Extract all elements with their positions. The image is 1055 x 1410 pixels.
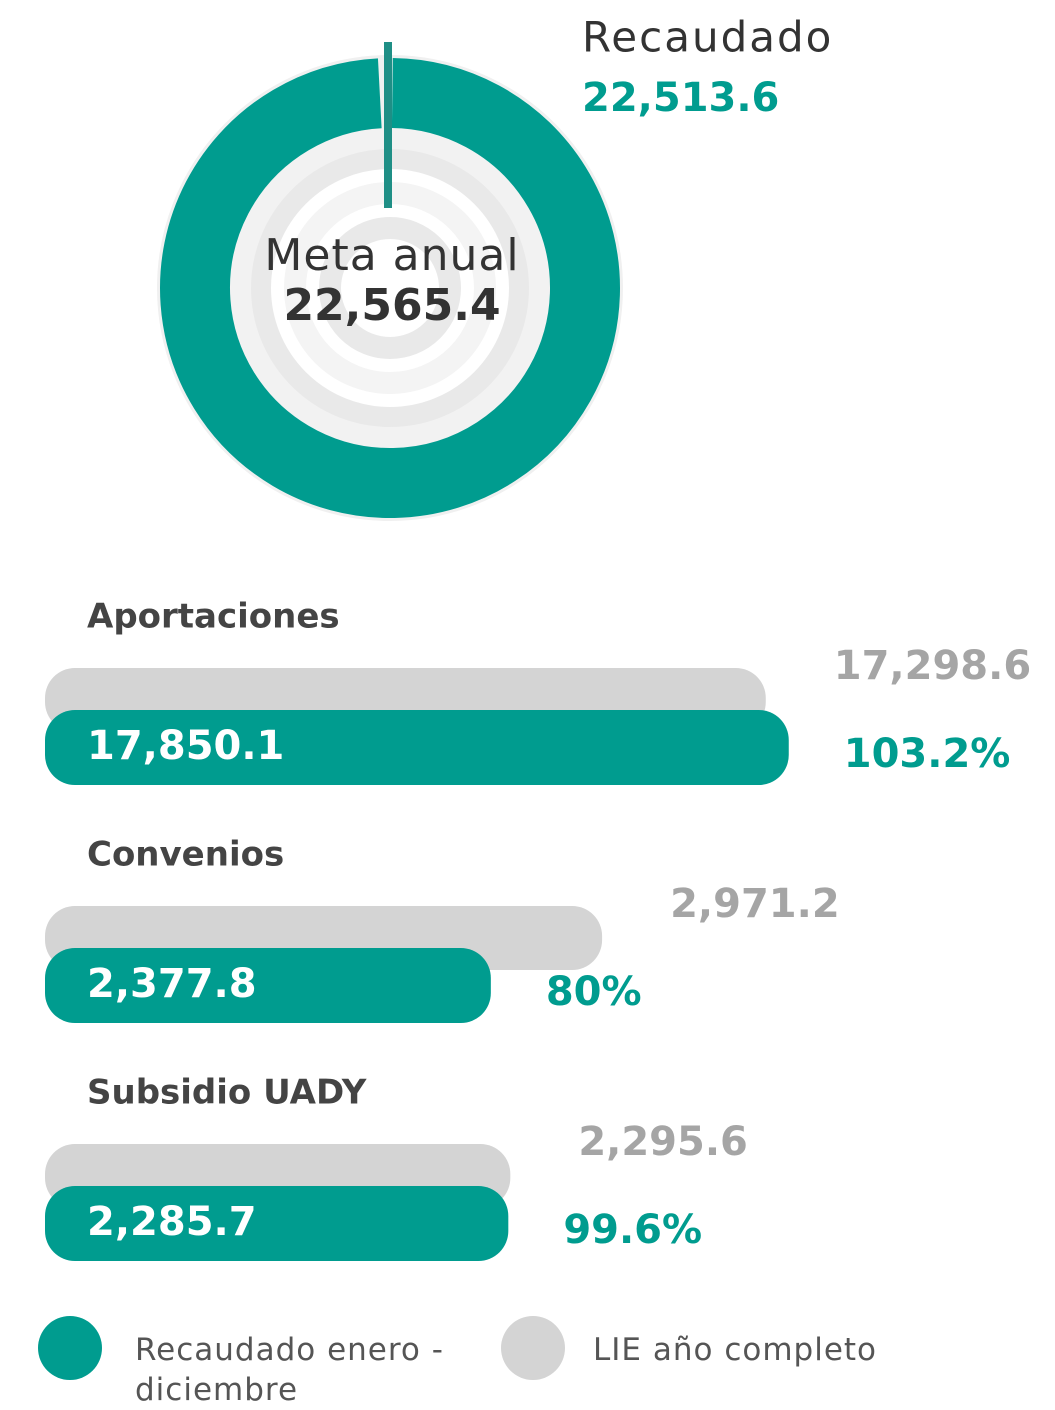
lie-value-label: 2,295.6 bbox=[578, 1119, 748, 1165]
bar-recaudado bbox=[45, 948, 491, 1023]
bar-value-label: 2,377.8 bbox=[87, 961, 257, 1007]
percent-label: 99.6% bbox=[563, 1207, 702, 1253]
donut-arc bbox=[160, 58, 620, 518]
lie-value-label: 2,971.2 bbox=[670, 881, 840, 927]
inner-ring bbox=[319, 217, 461, 359]
legend-label: LIE año completo bbox=[593, 1332, 878, 1368]
recaudado-label: Recaudado bbox=[582, 13, 833, 62]
bar-recaudado bbox=[45, 1186, 509, 1261]
lie-value-label: 17,298.6 bbox=[834, 643, 1031, 689]
recaudado-value: 22,513.6 bbox=[582, 75, 779, 121]
category-label: Convenios bbox=[87, 835, 284, 875]
category-label: Subsidio UADY bbox=[87, 1073, 367, 1113]
legend-label: Recaudado enero - diciembre bbox=[135, 1332, 444, 1408]
bar-recaudado bbox=[45, 710, 789, 785]
legend-swatch bbox=[501, 1316, 565, 1380]
center-value: 22,565.4 bbox=[283, 280, 500, 331]
category-label: Aportaciones bbox=[87, 597, 340, 637]
bar-value-label: 2,285.7 bbox=[87, 1199, 257, 1245]
center-label: Meta anual bbox=[264, 230, 519, 281]
percent-label: 80% bbox=[546, 969, 642, 1015]
legend-swatch bbox=[38, 1316, 102, 1380]
percent-label: 103.2% bbox=[844, 731, 1011, 777]
bar-value-label: 17,850.1 bbox=[87, 723, 284, 769]
